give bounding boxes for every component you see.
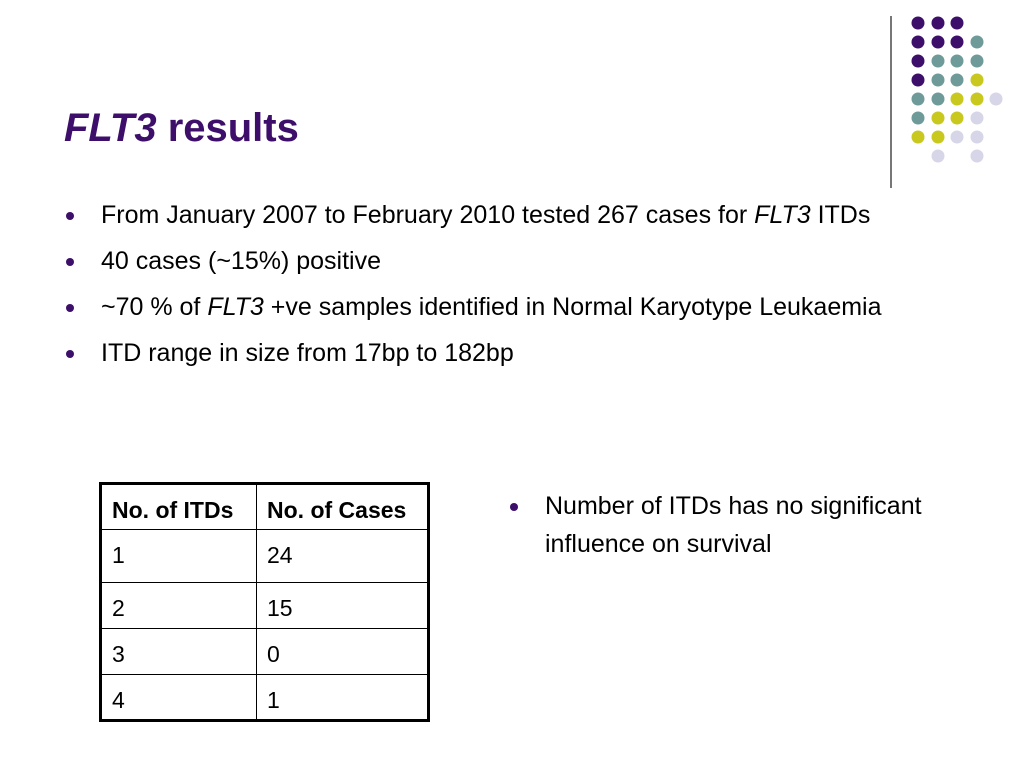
slide-title: FLT3 results xyxy=(64,100,299,156)
decorative-vertical-divider xyxy=(890,16,892,188)
decor-dot xyxy=(950,35,964,49)
table-row: 4 1 xyxy=(100,674,429,721)
decor-dot xyxy=(931,149,945,163)
decor-dot xyxy=(970,73,984,87)
table-header-row: No. of ITDs No. of Cases xyxy=(100,483,429,530)
decor-dot xyxy=(931,111,945,125)
bullet-item: From January 2007 to February 2010 teste… xyxy=(64,196,944,234)
title-gene-name: FLT3 xyxy=(64,106,157,150)
decor-dot xyxy=(931,54,945,68)
bullet-text: ITD range in size from 17bp to 182bp xyxy=(101,339,514,367)
decor-dot xyxy=(950,111,964,125)
table-cell: 15 xyxy=(256,582,429,629)
decor-dot xyxy=(970,92,984,106)
bullet-dot-icon xyxy=(510,503,518,511)
table-cell: 1 xyxy=(100,529,257,583)
table-header-cell: No. of Cases xyxy=(256,483,429,530)
table-row: 2 15 xyxy=(100,582,429,629)
bullet-dot-icon xyxy=(66,258,74,266)
bullet-item: 40 cases (~15%) positive xyxy=(64,242,944,280)
decor-dot xyxy=(970,35,984,49)
table-cell: 0 xyxy=(256,628,429,675)
decor-dot xyxy=(950,92,964,106)
decor-dot xyxy=(950,16,964,30)
decor-dot xyxy=(911,111,925,125)
title-text: results xyxy=(156,106,299,150)
decor-dot xyxy=(911,35,925,49)
table-cell: 1 xyxy=(256,674,429,721)
decor-dot xyxy=(911,130,925,144)
decor-dot xyxy=(970,130,984,144)
table-cell: 2 xyxy=(100,582,257,629)
decor-dot xyxy=(950,130,964,144)
side-note-text: Number of ITDs has no significant influe… xyxy=(545,492,922,558)
itd-results-table: No. of ITDs No. of Cases 1 24 2 15 3 0 4… xyxy=(99,482,430,722)
bullet-text: 40 cases (~15%) positive xyxy=(101,247,382,275)
bullet-text: ITDs xyxy=(810,201,871,229)
decor-dot xyxy=(911,54,925,68)
table-row: 3 0 xyxy=(100,628,429,675)
decor-dot xyxy=(989,92,1003,106)
decor-dot xyxy=(931,16,945,30)
table-cell: 3 xyxy=(100,628,257,675)
decor-dot xyxy=(970,149,984,163)
bullet-text: +ve samples identified in Normal Karyoty… xyxy=(263,293,882,321)
decorative-dot-grid xyxy=(911,16,1003,163)
bullet-text: From January 2007 to February 2010 teste… xyxy=(101,201,755,229)
table-cell: 4 xyxy=(100,674,257,721)
table-cell: 24 xyxy=(256,529,429,583)
decor-dot xyxy=(950,54,964,68)
decor-dot xyxy=(911,16,925,30)
bullet-dot-icon xyxy=(66,304,74,312)
bullet-gene-name: FLT3 xyxy=(207,293,264,321)
decor-dot xyxy=(911,92,925,106)
bullet-list: From January 2007 to February 2010 teste… xyxy=(64,196,944,380)
decor-dot xyxy=(970,54,984,68)
bullet-dot-icon xyxy=(66,350,74,358)
decor-dot xyxy=(931,73,945,87)
decor-dot xyxy=(931,92,945,106)
decor-dot xyxy=(950,73,964,87)
bullet-gene-name: FLT3 xyxy=(754,201,811,229)
bullet-item: ~70 % of FLT3 +ve samples identified in … xyxy=(64,288,944,326)
table-header-cell: No. of ITDs xyxy=(100,483,257,530)
decor-dot xyxy=(970,111,984,125)
decor-dot xyxy=(931,35,945,49)
bullet-dot-icon xyxy=(66,212,74,220)
bullet-text: ~70 % of xyxy=(101,293,208,321)
decor-dot xyxy=(911,73,925,87)
bullet-item: ITD range in size from 17bp to 182bp xyxy=(64,334,944,372)
table-row: 1 24 xyxy=(100,529,429,583)
side-note: Number of ITDs has no significant influe… xyxy=(508,487,945,563)
decor-dot xyxy=(931,130,945,144)
